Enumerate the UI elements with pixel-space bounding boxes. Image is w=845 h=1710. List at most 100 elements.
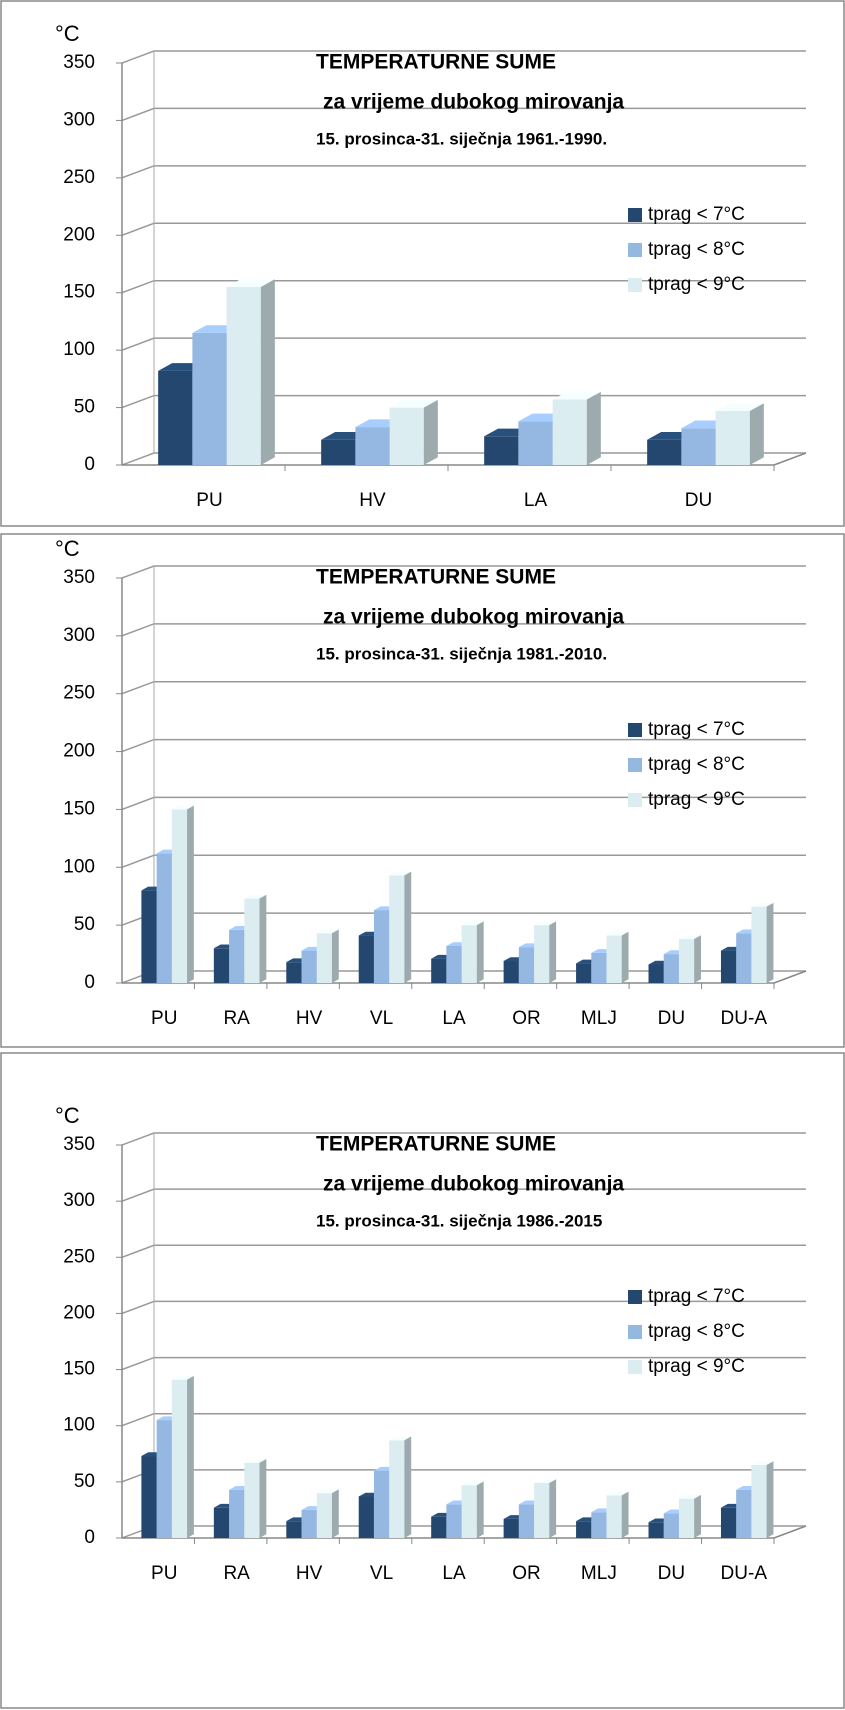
bar-front xyxy=(355,427,390,465)
bar-front xyxy=(678,1498,695,1538)
bar-side xyxy=(766,902,774,983)
bar-top xyxy=(171,1375,194,1380)
chart-subtitle: za vrijeme dubokog mirovanja xyxy=(323,1173,624,1196)
y-tick-label: 300 xyxy=(63,109,95,130)
bar-top xyxy=(678,1494,701,1499)
x-tick-label: PU xyxy=(196,490,222,511)
chart-title: TEMPERATURNE SUME xyxy=(316,566,556,589)
bar-front xyxy=(720,1507,737,1538)
bar-side xyxy=(404,1436,412,1538)
legend-label: tprag < 9°C xyxy=(648,789,745,810)
bar-front xyxy=(503,1518,519,1538)
bar-front xyxy=(446,1504,462,1538)
y-axis-label: °C xyxy=(55,21,80,46)
bar-front xyxy=(431,1516,447,1538)
grid-line xyxy=(121,912,806,926)
bar xyxy=(316,929,339,983)
bar-front xyxy=(171,809,188,983)
bar-front xyxy=(751,1465,767,1538)
chart-subtitle: za vrijeme dubokog mirovanja xyxy=(323,606,624,629)
bar xyxy=(461,921,484,983)
bar-side xyxy=(331,1489,339,1538)
y-axis-label: °C xyxy=(55,536,80,561)
bar-side xyxy=(423,399,438,465)
chart-period: 15. prosinca-31. siječnja 1986.-2015 xyxy=(316,1211,602,1230)
bar-front xyxy=(503,961,519,983)
bar xyxy=(751,1461,774,1538)
bar-top xyxy=(715,403,764,412)
bar-front xyxy=(663,1513,679,1538)
bar-front xyxy=(192,332,227,465)
legend-swatch xyxy=(628,243,642,257)
bar-front xyxy=(389,1440,405,1538)
bar-top xyxy=(244,1459,267,1463)
grid-line xyxy=(121,680,806,695)
y-tick-label: 50 xyxy=(74,397,95,418)
y-tick-label: 250 xyxy=(63,1246,95,1267)
bar-top xyxy=(606,931,629,936)
bar-front xyxy=(156,1420,172,1538)
y-tick-label: 0 xyxy=(84,972,95,993)
legend-swatch xyxy=(628,723,642,737)
y-tick-label: 200 xyxy=(63,224,95,245)
bar-side xyxy=(331,929,339,983)
x-tick-label: RA xyxy=(223,1563,250,1584)
bar-front xyxy=(576,1521,592,1538)
x-tick-label: VL xyxy=(370,1008,393,1029)
bar-front xyxy=(373,1470,390,1538)
y-tick-label: 200 xyxy=(63,741,95,762)
bar-front xyxy=(141,1456,157,1538)
y-tick-label: 0 xyxy=(84,1527,95,1548)
bar-top xyxy=(389,1436,412,1441)
bar-top xyxy=(389,871,412,876)
bar-front xyxy=(552,399,587,465)
bar-front xyxy=(286,1521,302,1538)
bar-top xyxy=(316,929,339,934)
x-tick-label: LA xyxy=(442,1008,466,1029)
bar-front xyxy=(373,910,390,983)
bar-top xyxy=(678,935,701,940)
chart-title: TEMPERATURNE SUME xyxy=(316,51,556,74)
bar xyxy=(171,805,194,983)
legend-label: tprag < 9°C xyxy=(648,1356,745,1377)
x-tick-label: LA xyxy=(524,490,548,511)
y-tick-label: 250 xyxy=(63,683,95,704)
bar xyxy=(715,403,764,465)
bar-front xyxy=(171,1379,188,1538)
x-tick-label: DU-A xyxy=(721,1563,768,1584)
bar-front xyxy=(606,1495,622,1538)
grid-line xyxy=(121,1244,806,1258)
y-tick-label: 100 xyxy=(63,856,95,877)
legend-label: tprag < 9°C xyxy=(648,274,745,295)
bar xyxy=(389,1436,412,1538)
bar-top xyxy=(389,399,438,408)
bar-side xyxy=(476,921,484,983)
y-tick-label: 50 xyxy=(74,914,95,935)
bar xyxy=(552,391,601,465)
bar-side xyxy=(586,391,601,465)
y-tick-label: 50 xyxy=(74,1471,95,1492)
bar-side xyxy=(187,1375,194,1538)
y-tick-label: 250 xyxy=(63,167,95,188)
y-tick-label: 150 xyxy=(63,1359,95,1380)
bar-front xyxy=(534,1482,550,1538)
bar-front xyxy=(156,853,172,983)
bar xyxy=(678,1494,701,1538)
bar-side xyxy=(404,871,412,983)
bar-front xyxy=(358,1496,374,1538)
bar-front xyxy=(446,945,462,983)
bar-side xyxy=(476,1481,484,1538)
bar-top xyxy=(751,902,774,907)
y-tick-label: 350 xyxy=(63,52,95,73)
bar-side xyxy=(549,1479,557,1538)
bar-front xyxy=(663,954,679,983)
bar-front xyxy=(736,933,752,983)
panel-border xyxy=(0,0,845,527)
grid-line xyxy=(121,1469,806,1483)
bar xyxy=(389,399,438,465)
bar xyxy=(171,1375,194,1538)
x-tick-label: DU xyxy=(658,1008,685,1029)
grid-line xyxy=(121,165,806,179)
bar-front xyxy=(301,950,317,983)
bar-front xyxy=(461,1485,477,1538)
